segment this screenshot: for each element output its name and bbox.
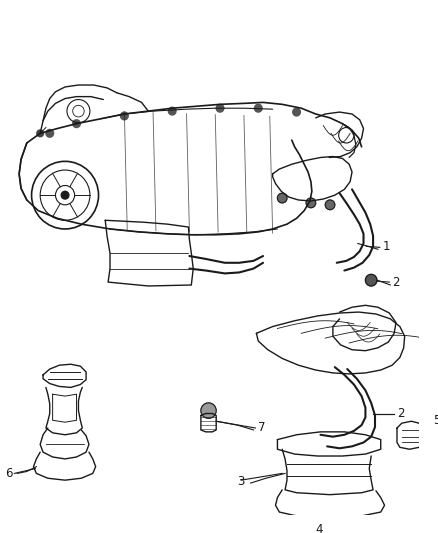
Text: 1: 1 <box>383 240 390 253</box>
Text: 3: 3 <box>237 474 244 488</box>
Circle shape <box>254 104 262 112</box>
Circle shape <box>46 130 53 137</box>
Circle shape <box>216 104 224 112</box>
Text: 5: 5 <box>433 414 438 427</box>
Circle shape <box>120 112 128 120</box>
Text: 2: 2 <box>392 276 400 288</box>
Circle shape <box>61 191 69 199</box>
Circle shape <box>201 403 216 418</box>
Circle shape <box>277 193 287 203</box>
Circle shape <box>306 198 316 208</box>
Circle shape <box>325 200 335 209</box>
Text: 7: 7 <box>258 422 266 434</box>
Circle shape <box>73 120 80 127</box>
Text: 2: 2 <box>397 407 405 420</box>
Circle shape <box>37 130 43 136</box>
Text: 4: 4 <box>316 523 323 533</box>
Circle shape <box>365 274 377 286</box>
Circle shape <box>293 108 300 116</box>
Text: 6: 6 <box>5 467 12 480</box>
Circle shape <box>426 432 435 441</box>
Circle shape <box>168 107 176 115</box>
